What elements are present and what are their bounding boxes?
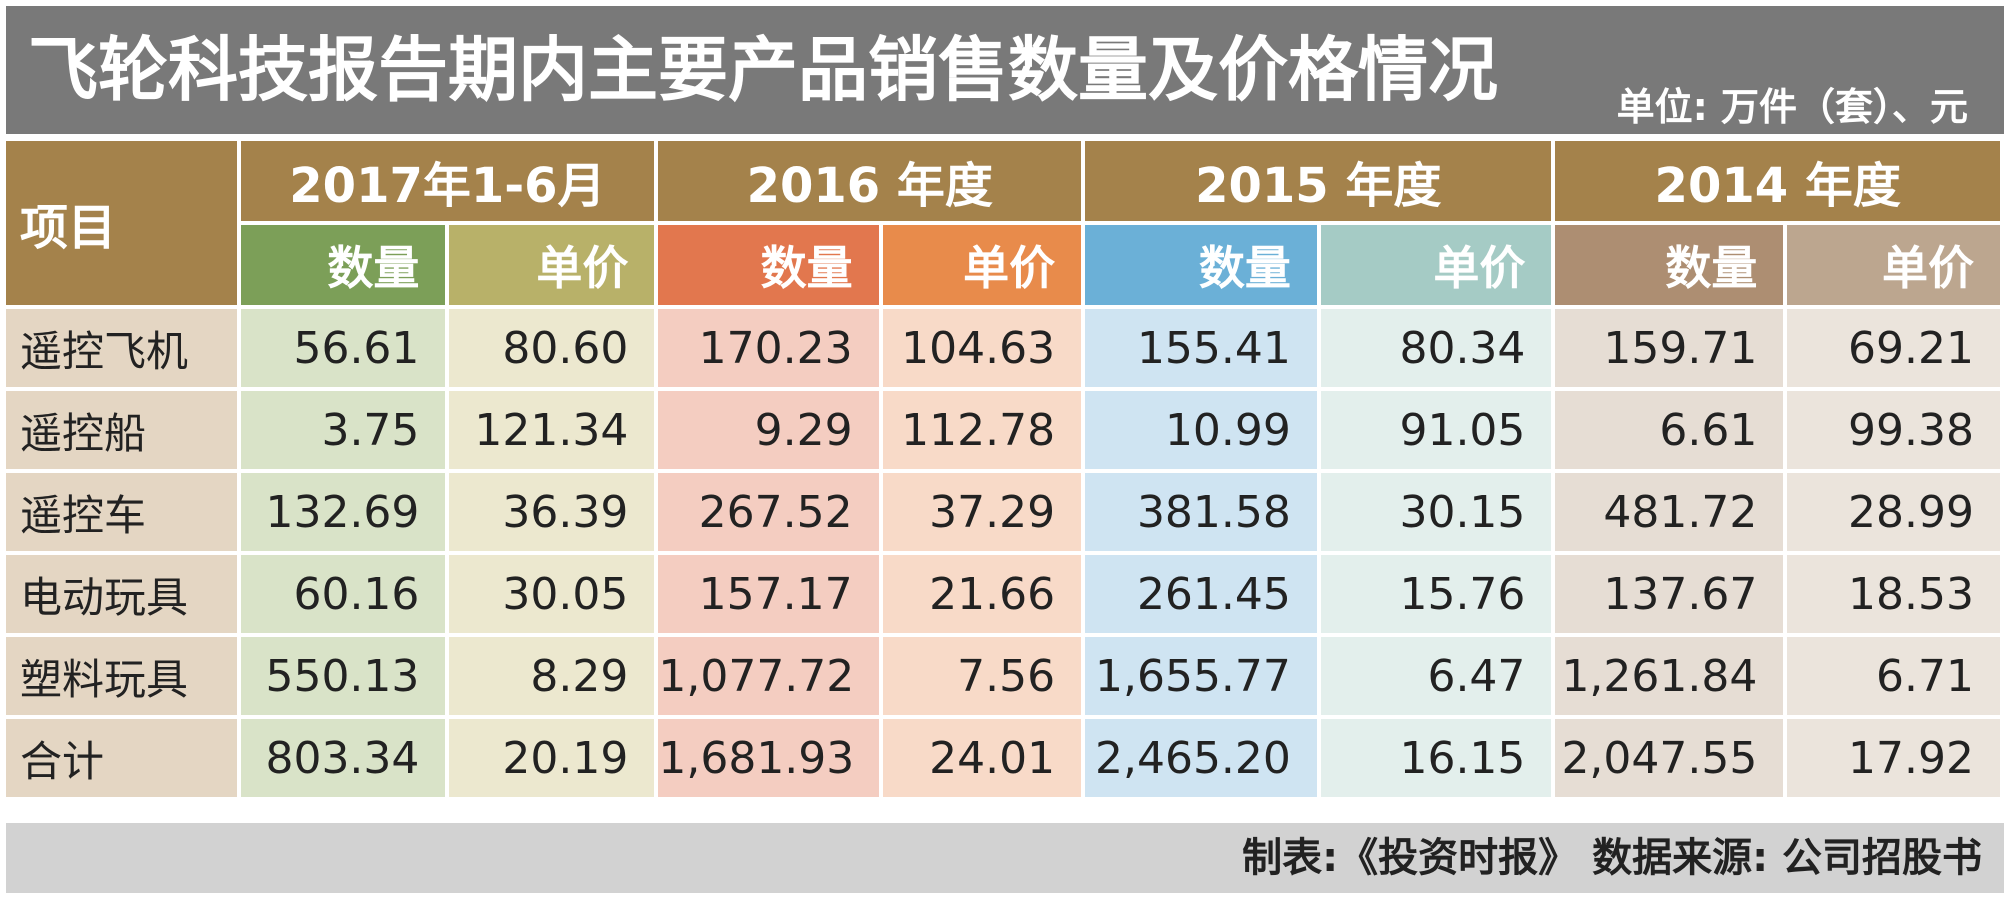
row-label: 电动玩具 [6, 555, 237, 633]
row-label: 遥控车 [6, 473, 237, 551]
cell-quantity: 803.34 [240, 719, 446, 797]
row-label: 塑料玩具 [6, 637, 237, 715]
cell-price: 30.05 [449, 555, 655, 633]
cell-price: 6.71 [1787, 637, 2000, 715]
cell-quantity: 1,681.93 [658, 719, 879, 797]
title-bar: 飞轮科技报告期内主要产品销售数量及价格情况 单位: 万件（套）、元 [6, 6, 2004, 134]
cell-price: 17.92 [1787, 719, 2000, 797]
cell-quantity: 267.52 [658, 473, 879, 551]
row-label: 合计 [6, 719, 237, 797]
table-row: 合计 803.34 20.19 1,681.93 24.01 2,465.20 16.15 2… [6, 719, 2000, 797]
header-row-years: 项目 2017年1-6月 2016 年度 2015 年度 2014 年度 [6, 141, 2000, 305]
cell-price: 24.01 [882, 719, 1082, 797]
sub-header-quantity: 数量 [1085, 225, 1317, 305]
cell-quantity: 3.75 [240, 391, 446, 469]
table-row: 遥控车 132.69 36.39 267.52 37.29 381.58 30.15 481.… [6, 473, 2000, 551]
cell-quantity: 6.61 [1555, 391, 1784, 469]
cell-quantity: 481.72 [1555, 473, 1784, 551]
sub-header-price: 单价 [1320, 225, 1552, 305]
cell-quantity: 56.61 [240, 309, 446, 387]
row-label: 遥控船 [6, 391, 237, 469]
cell-price: 28.99 [1787, 473, 2000, 551]
cell-price: 18.53 [1787, 555, 2000, 633]
cell-quantity: 155.41 [1085, 309, 1317, 387]
cell-quantity: 1,261.84 [1555, 637, 1784, 715]
cell-quantity: 9.29 [658, 391, 879, 469]
footer-credit: 制表:《投资时报》 数据来源: 公司招股书 [1242, 835, 1982, 881]
cell-price: 36.39 [449, 473, 655, 551]
cell-quantity: 1,077.72 [658, 637, 879, 715]
cell-price: 121.34 [449, 391, 655, 469]
cell-price: 7.56 [882, 637, 1082, 715]
page-title: 飞轮科技报告期内主要产品销售数量及价格情况 [28, 29, 1498, 111]
table-row: 电动玩具 60.16 30.05 157.17 21.66 261.45 15.76 137.… [6, 555, 2000, 633]
row-label: 遥控飞机 [6, 309, 237, 387]
cell-quantity: 159.71 [1555, 309, 1784, 387]
cell-quantity: 2,047.55 [1555, 719, 1784, 797]
cell-price: 80.34 [1320, 309, 1552, 387]
data-table-wrap: 项目 2017年1-6月 2016 年度 2015 年度 2014 年度 数量 … [6, 141, 2008, 801]
cell-price: 112.78 [882, 391, 1082, 469]
group-header: 2016 年度 [658, 141, 1082, 221]
sub-header-price: 单价 [882, 225, 1082, 305]
cell-price: 104.63 [882, 309, 1082, 387]
cell-price: 99.38 [1787, 391, 2000, 469]
sub-header-quantity: 数量 [1555, 225, 1784, 305]
cell-quantity: 132.69 [240, 473, 446, 551]
sub-header-quantity: 数量 [240, 225, 446, 305]
group-header: 2014 年度 [1555, 141, 2000, 221]
cell-price: 20.19 [449, 719, 655, 797]
cell-quantity: 170.23 [658, 309, 879, 387]
table-row: 遥控飞机 56.61 80.60 170.23 104.63 155.41 80.34 159… [6, 309, 2000, 387]
cell-price: 91.05 [1320, 391, 1552, 469]
cell-price: 30.15 [1320, 473, 1552, 551]
data-table: 项目 2017年1-6月 2016 年度 2015 年度 2014 年度 数量 … [2, 137, 2004, 801]
cell-quantity: 60.16 [240, 555, 446, 633]
cell-price: 16.15 [1320, 719, 1552, 797]
cell-price: 21.66 [882, 555, 1082, 633]
cell-price: 15.76 [1320, 555, 1552, 633]
sub-header-price: 单价 [449, 225, 655, 305]
group-header: 2015 年度 [1085, 141, 1552, 221]
cell-price: 6.47 [1320, 637, 1552, 715]
cell-price: 80.60 [449, 309, 655, 387]
table-row: 塑料玩具 550.13 8.29 1,077.72 7.56 1,655.77 6.47 1,… [6, 637, 2000, 715]
cell-quantity: 550.13 [240, 637, 446, 715]
sub-header-price: 单价 [1787, 225, 2000, 305]
sub-header-quantity: 数量 [658, 225, 879, 305]
cell-price: 37.29 [882, 473, 1082, 551]
row-header-label: 项目 [6, 141, 237, 305]
cell-quantity: 2,465.20 [1085, 719, 1317, 797]
footer-bar: 制表:《投资时报》 数据来源: 公司招股书 [6, 823, 2004, 893]
unit-label: 单位: 万件（套）、元 [1616, 85, 1968, 129]
cell-quantity: 381.58 [1085, 473, 1317, 551]
group-header: 2017年1-6月 [240, 141, 655, 221]
cell-price: 69.21 [1787, 309, 2000, 387]
table-row: 遥控船 3.75 121.34 9.29 112.78 10.99 91.05 6.61 99.… [6, 391, 2000, 469]
table-body: 遥控飞机 56.61 80.60 170.23 104.63 155.41 80.34 159… [6, 309, 2000, 797]
header-row-subs: 数量 单价 数量 单价 数量 单价 数量 单价 [6, 225, 2000, 305]
cell-quantity: 1,655.77 [1085, 637, 1317, 715]
cell-quantity: 137.67 [1555, 555, 1784, 633]
cell-quantity: 10.99 [1085, 391, 1317, 469]
cell-price: 8.29 [449, 637, 655, 715]
cell-quantity: 261.45 [1085, 555, 1317, 633]
cell-quantity: 157.17 [658, 555, 879, 633]
